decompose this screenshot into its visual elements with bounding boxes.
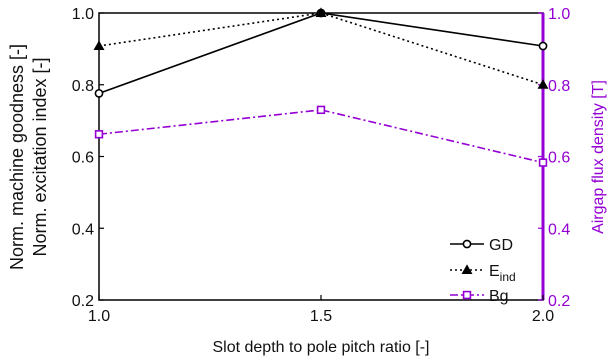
legend-label-main: GD xyxy=(489,237,513,254)
right-tick-label: 1.0 xyxy=(548,6,570,23)
left-tick-label: 0.4 xyxy=(72,221,94,238)
x-axis-label: Slot depth to pole pitch ratio [-] xyxy=(212,339,429,356)
data-point-gd xyxy=(94,88,104,98)
left-tick-label: 0.2 xyxy=(72,293,94,310)
legend-label-subscript: ind xyxy=(500,270,516,284)
legend-label-e-ind: Eind xyxy=(489,263,516,284)
series-layer xyxy=(93,7,549,167)
legend-marker-e-ind xyxy=(461,264,473,274)
right-tick-label: 0.8 xyxy=(548,78,570,95)
left-axis-ticks: 0.2 0.4 0.6 0.8 1.0 xyxy=(72,6,104,310)
data-point-e-ind xyxy=(537,79,549,89)
left-tick-label: 1.0 xyxy=(72,6,94,23)
y-axis-label-left-line2: Norm. excitation index [-] xyxy=(30,57,50,256)
x-tick-label: 1.5 xyxy=(310,308,332,325)
data-point-gd xyxy=(538,41,548,51)
right-tick-label: 0.4 xyxy=(548,221,570,238)
series-line-gd xyxy=(98,12,544,95)
data-point-bg xyxy=(94,130,104,139)
right-tick-label: 0.2 xyxy=(548,293,570,310)
right-tick-label: 0.6 xyxy=(548,150,570,167)
data-point-e-ind xyxy=(315,7,327,17)
x-tick-label: 2.0 xyxy=(532,308,554,325)
legend-marker-gd xyxy=(462,239,472,249)
x-tick-label: 1.0 xyxy=(88,308,110,325)
data-point-bg xyxy=(316,105,326,115)
data-point-bg xyxy=(538,158,548,167)
legend-label-main: Bg xyxy=(489,288,509,305)
legend-label-main: E xyxy=(489,263,500,280)
legend-label-gd: GD xyxy=(489,237,513,254)
legend-label-bg: Bg xyxy=(489,288,509,305)
x-axis-ticks: 1.0 1.5 2.0 xyxy=(88,295,554,325)
left-tick-label: 0.8 xyxy=(72,78,94,95)
y-axis-label-left-line1: Norm. machine goodness [-] xyxy=(7,44,27,270)
legend: GD Eind Bg xyxy=(450,237,516,305)
y-axis-label-right: Airgap flux density [T] xyxy=(590,80,607,234)
legend-marker-bg xyxy=(462,290,472,300)
plot-area xyxy=(98,12,544,301)
data-point-e-ind xyxy=(93,40,105,50)
left-tick-label: 0.6 xyxy=(72,150,94,167)
series-line-e-ind xyxy=(98,12,544,86)
series-line-bg xyxy=(98,109,544,164)
